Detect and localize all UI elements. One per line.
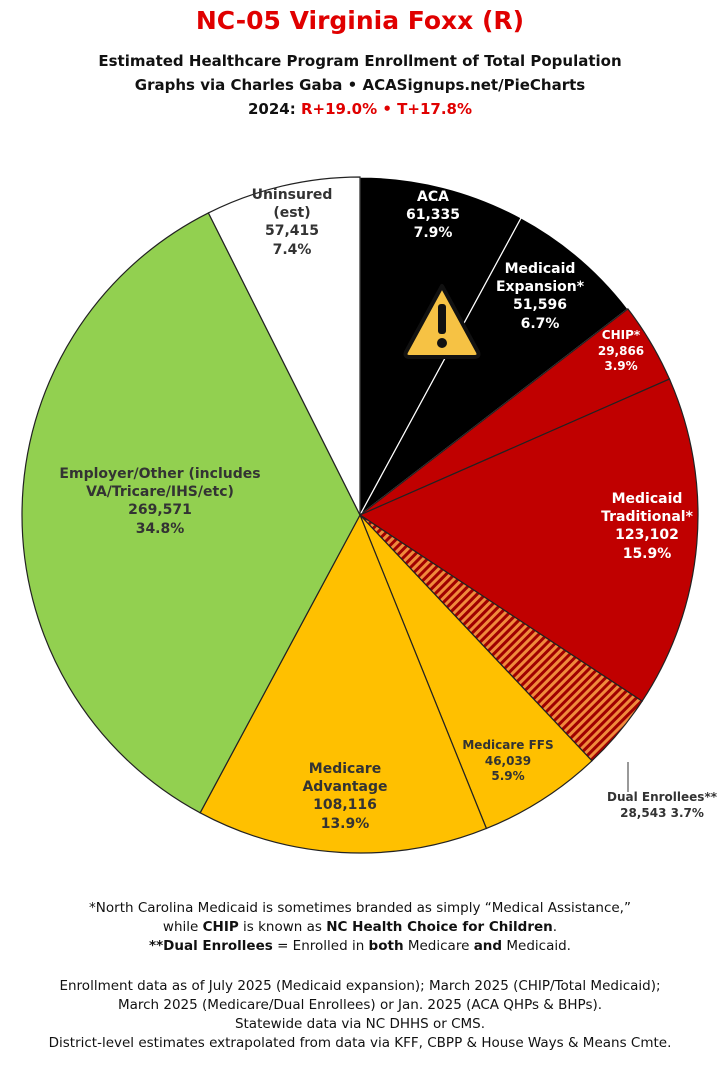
percent-label: 3.7% xyxy=(670,805,704,820)
category-label: CHIP* xyxy=(601,328,641,342)
election-line: 2024: R+19.0% • T+17.8% xyxy=(0,100,720,118)
slice-label: Medicare Advantage 108,116 13.9% xyxy=(285,760,405,833)
percent-label: 6.7% xyxy=(520,315,560,332)
value-label: 61,335 xyxy=(405,207,461,224)
pie-slice xyxy=(207,176,361,516)
slice-label: Uninsured (est) 57,415 7.4% xyxy=(247,186,337,259)
percent-label: 34.8% xyxy=(135,520,185,537)
percent-label: 15.9% xyxy=(622,545,672,562)
footnote-text: while xyxy=(162,919,203,935)
category-label: Uninsured (est) xyxy=(251,187,333,222)
category-label: ACA xyxy=(417,189,449,205)
footnote-text: CHIP xyxy=(202,919,239,935)
source-note: Statewide data via NC DHHS or CMS. xyxy=(234,1016,486,1032)
category-label: Employer/Other (includes VA/Tricare/IHS/… xyxy=(59,466,261,501)
chart-title: NC-05 Virginia Foxx (R) xyxy=(195,6,525,35)
value-wrap: 61,335 7.9% xyxy=(378,206,488,242)
percent-label: 7.4% xyxy=(272,241,312,258)
value-label: 108,116 xyxy=(313,797,377,814)
percent-label: 7.9% xyxy=(413,225,453,242)
footnote: while CHIP is known as NC Health Choice … xyxy=(0,919,720,935)
slice-label: ACA 61,335 7.9% xyxy=(378,188,488,243)
source-note: March 2025 (Medicare/Dual Enrollees) or … xyxy=(117,997,603,1013)
value-wrap: 57,415 7.4% xyxy=(247,222,337,258)
pie-slice xyxy=(359,514,593,830)
footnote-text: both xyxy=(368,938,404,954)
source-note: District-level estimates extrapolated fr… xyxy=(48,1035,672,1051)
value-label: 28,543 xyxy=(620,805,667,820)
percent-label: 3.9% xyxy=(604,359,638,374)
election-result: R+19.0% • T+17.8% xyxy=(300,100,472,118)
value-wrap: 269,571 34.8% xyxy=(30,501,290,537)
value-label: 46,039 xyxy=(484,753,532,768)
category-label: Medicare Advantage xyxy=(302,761,388,796)
footnote-text: . xyxy=(552,919,558,935)
election-label: 2024: xyxy=(247,100,296,118)
pie-slice xyxy=(358,378,699,703)
slice-label: Employer/Other (includes VA/Tricare/IHS/… xyxy=(30,465,290,538)
slice-label: Medicaid Expansion* 51,596 6.7% xyxy=(485,260,595,333)
footnote-text: *North Carolina Medicaid is sometimes br… xyxy=(89,900,631,916)
footnote-text: is known as xyxy=(238,919,327,935)
value-wrap: 108,116 13.9% xyxy=(285,796,405,832)
value-label: 29,866 xyxy=(597,343,645,358)
footnote: *North Carolina Medicaid is sometimes br… xyxy=(0,900,720,916)
value-wrap: 29,866 3.9% xyxy=(581,344,661,375)
pie-slice xyxy=(359,217,629,516)
category-label: Medicare FFS xyxy=(462,738,554,752)
slice-label: CHIP* 29,866 3.9% xyxy=(581,328,661,375)
pie-slice xyxy=(199,513,488,854)
footnote-text: and xyxy=(473,938,503,954)
slice-label: Medicaid Traditional* 123,102 15.9% xyxy=(587,490,707,563)
value-label: 51,596 xyxy=(512,297,568,314)
pie-slice xyxy=(21,212,361,814)
slice-label: Medicare FFS 46,039 5.9% xyxy=(453,738,563,785)
footnote-text: Medicaid. xyxy=(502,938,571,954)
footnote-text: NC Health Choice for Children xyxy=(326,919,553,935)
value-wrap: 123,102 15.9% xyxy=(587,526,707,562)
warning-icon xyxy=(403,284,481,359)
value-label: 123,102 xyxy=(615,527,679,544)
slice-label: Dual Enrollees** 28,543 3.7% xyxy=(597,790,720,821)
value-wrap: 51,596 6.7% xyxy=(485,296,595,332)
value-wrap: 46,039 5.9% xyxy=(453,754,563,785)
subtitle: Estimated Healthcare Program Enrollment … xyxy=(98,52,622,70)
category-label: Medicaid Expansion* xyxy=(495,261,585,296)
value-label: 57,415 xyxy=(264,223,320,240)
category-label: Medicaid Traditional* xyxy=(601,491,693,526)
footnote-text: = Enrolled in xyxy=(272,938,369,954)
value-label: 269,571 xyxy=(128,502,192,519)
subtitle: Graphs via Charles Gaba • ACASignups.net… xyxy=(134,76,586,94)
category-label: Dual Enrollees** xyxy=(607,790,717,804)
footnote-text: **Dual Enrollees xyxy=(149,938,273,954)
value-wrap: 28,543 3.7% xyxy=(597,806,720,822)
percent-label: 5.9% xyxy=(491,769,525,784)
percent-label: 13.9% xyxy=(320,815,370,832)
footnote: **Dual Enrollees = Enrolled in both Medi… xyxy=(0,938,720,954)
source-note: Enrollment data as of July 2025 (Medicai… xyxy=(59,978,661,994)
footnote-text: Medicare xyxy=(403,938,474,954)
